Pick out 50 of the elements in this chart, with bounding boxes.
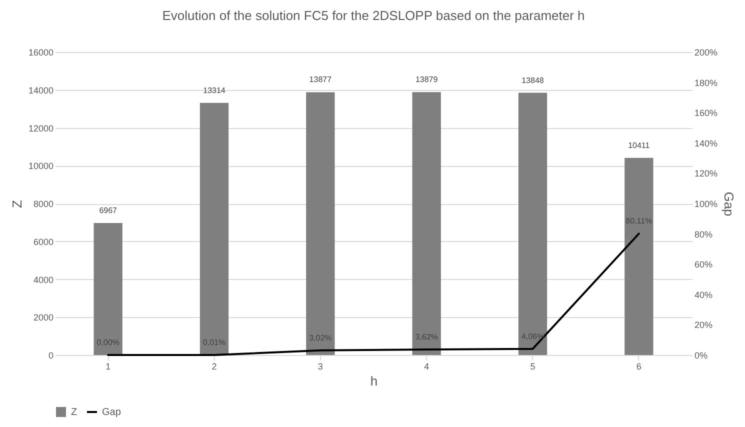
y2-tick-label: 100% xyxy=(694,199,718,209)
data-label: 13877 xyxy=(309,75,332,84)
y-tick-label: 14000 xyxy=(28,85,54,96)
y2-tick-label: 160% xyxy=(694,108,718,118)
y-tick-label: 12000 xyxy=(28,123,54,134)
y2-tick-label: 180% xyxy=(694,78,718,88)
y-tick-label: 16000 xyxy=(28,48,54,58)
bar xyxy=(518,92,548,355)
legend-label: Gap xyxy=(102,407,122,418)
data-label: 4,06% xyxy=(521,332,544,341)
y2-tick-label: 140% xyxy=(694,138,718,148)
data-label: 80,11% xyxy=(626,216,652,226)
bar xyxy=(412,92,441,355)
y-tick-label: 4000 xyxy=(33,274,54,285)
bar xyxy=(94,223,122,355)
legend-label: Z xyxy=(71,407,78,418)
y2-tick-label: 80% xyxy=(694,229,713,240)
x-tick-label: 5 xyxy=(530,362,536,372)
y-tick-label: 10000 xyxy=(28,161,54,172)
y-tick-label: 8000 xyxy=(33,199,54,209)
x-tick-label: 6 xyxy=(636,362,642,372)
data-label: 10411 xyxy=(628,140,650,150)
y2-tick-label: 0% xyxy=(694,350,708,360)
bar xyxy=(624,158,654,355)
y2-axis-title: Gap xyxy=(722,192,737,216)
y2-tick-label: 40% xyxy=(694,290,713,300)
data-label: 0,01% xyxy=(202,338,226,347)
data-label: 3,02% xyxy=(309,333,332,342)
bar xyxy=(306,92,335,355)
data-label: 13314 xyxy=(203,86,226,95)
y-axis-title: Z xyxy=(9,200,24,208)
y-tick-label: 6000 xyxy=(33,236,54,247)
y2-tick-label: 60% xyxy=(694,260,713,270)
x-tick-label: 3 xyxy=(318,362,323,372)
x-axis-title: h xyxy=(370,374,378,388)
y2-tick-label: 120% xyxy=(694,168,718,179)
y2-tick-label: 200% xyxy=(694,48,718,58)
x-tick-label: 4 xyxy=(424,362,430,372)
data-label: 13879 xyxy=(415,75,438,84)
bar xyxy=(200,102,229,355)
x-tick-label: 1 xyxy=(106,362,111,372)
y2-tick-label: 20% xyxy=(694,320,713,330)
data-label: 13848 xyxy=(522,76,544,85)
x-tick-label: 2 xyxy=(212,362,217,372)
data-label: 6967 xyxy=(99,206,118,216)
chart-title: Evolution of the solution FC5 for the 2DSLOPP based on the parameter h xyxy=(162,8,585,23)
data-label: 0,00% xyxy=(96,338,120,347)
y-tick-label: 0 xyxy=(48,350,54,360)
y-tick-label: 2000 xyxy=(33,312,54,323)
data-label: 3,62% xyxy=(415,332,438,342)
